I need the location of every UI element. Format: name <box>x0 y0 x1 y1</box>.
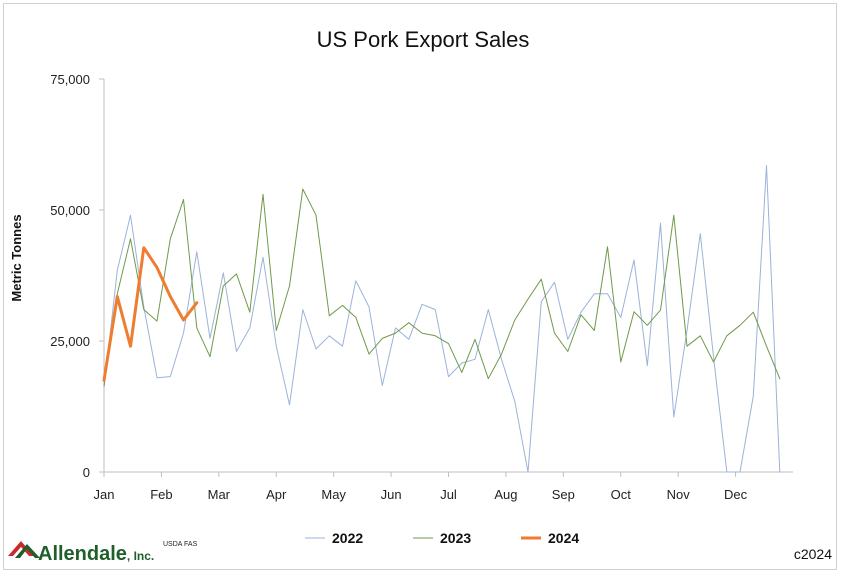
x-tick-label: Sep <box>552 487 575 502</box>
logo-mark-red <box>8 541 34 556</box>
legend: 2022 2023 2024 <box>305 530 579 546</box>
x-tick-label: Jun <box>381 487 402 502</box>
y-tick-label: 50,000 <box>50 203 90 218</box>
logo-text: Allendale, Inc. <box>38 543 154 565</box>
series-2023 <box>103 188 781 386</box>
series-line-2024 <box>102 246 199 382</box>
y-tick-label: 0 <box>83 465 90 480</box>
source-note: USDA FAS <box>163 541 198 548</box>
x-tick-label: Jan <box>94 487 115 502</box>
allendale-logo: Allendale, Inc. <box>8 541 154 565</box>
x-tick-label: Mar <box>208 487 231 502</box>
chart-frame <box>3 3 837 570</box>
legend-label-2024: 2024 <box>548 530 579 546</box>
x-tick-label: Aug <box>494 487 517 502</box>
x-tick-label: Dec <box>724 487 748 502</box>
legend-label-2023: 2023 <box>440 530 471 546</box>
series-lines <box>102 165 781 473</box>
x-tick-label: Jul <box>440 487 457 502</box>
series-2024 <box>102 246 199 382</box>
copyright-note: c2024 <box>794 546 832 562</box>
x-tick-label: Nov <box>667 487 691 502</box>
x-tick-label: Oct <box>611 487 632 502</box>
chart-title: US Pork Export Sales <box>317 27 530 52</box>
legend-label-2022: 2022 <box>332 530 363 546</box>
y-axis-label: Metric Tonnes <box>9 214 24 301</box>
x-tick-label: May <box>321 487 346 502</box>
x-tick-label: Apr <box>266 487 287 502</box>
series-2022 <box>103 165 781 473</box>
logo-mark-green <box>15 544 40 558</box>
series-line-2022 <box>103 165 781 473</box>
y-tick-label: 25,000 <box>50 334 90 349</box>
x-axis: Jan Feb Mar Apr May Jun Jul Aug Sep Oct Nov Dec <box>94 471 793 502</box>
y-tick-label: 75,000 <box>50 72 90 87</box>
series-line-2023 <box>103 188 781 386</box>
y-axis: 0 25,000 50,000 75,000 <box>50 72 105 480</box>
x-tick-label: Feb <box>150 487 172 502</box>
